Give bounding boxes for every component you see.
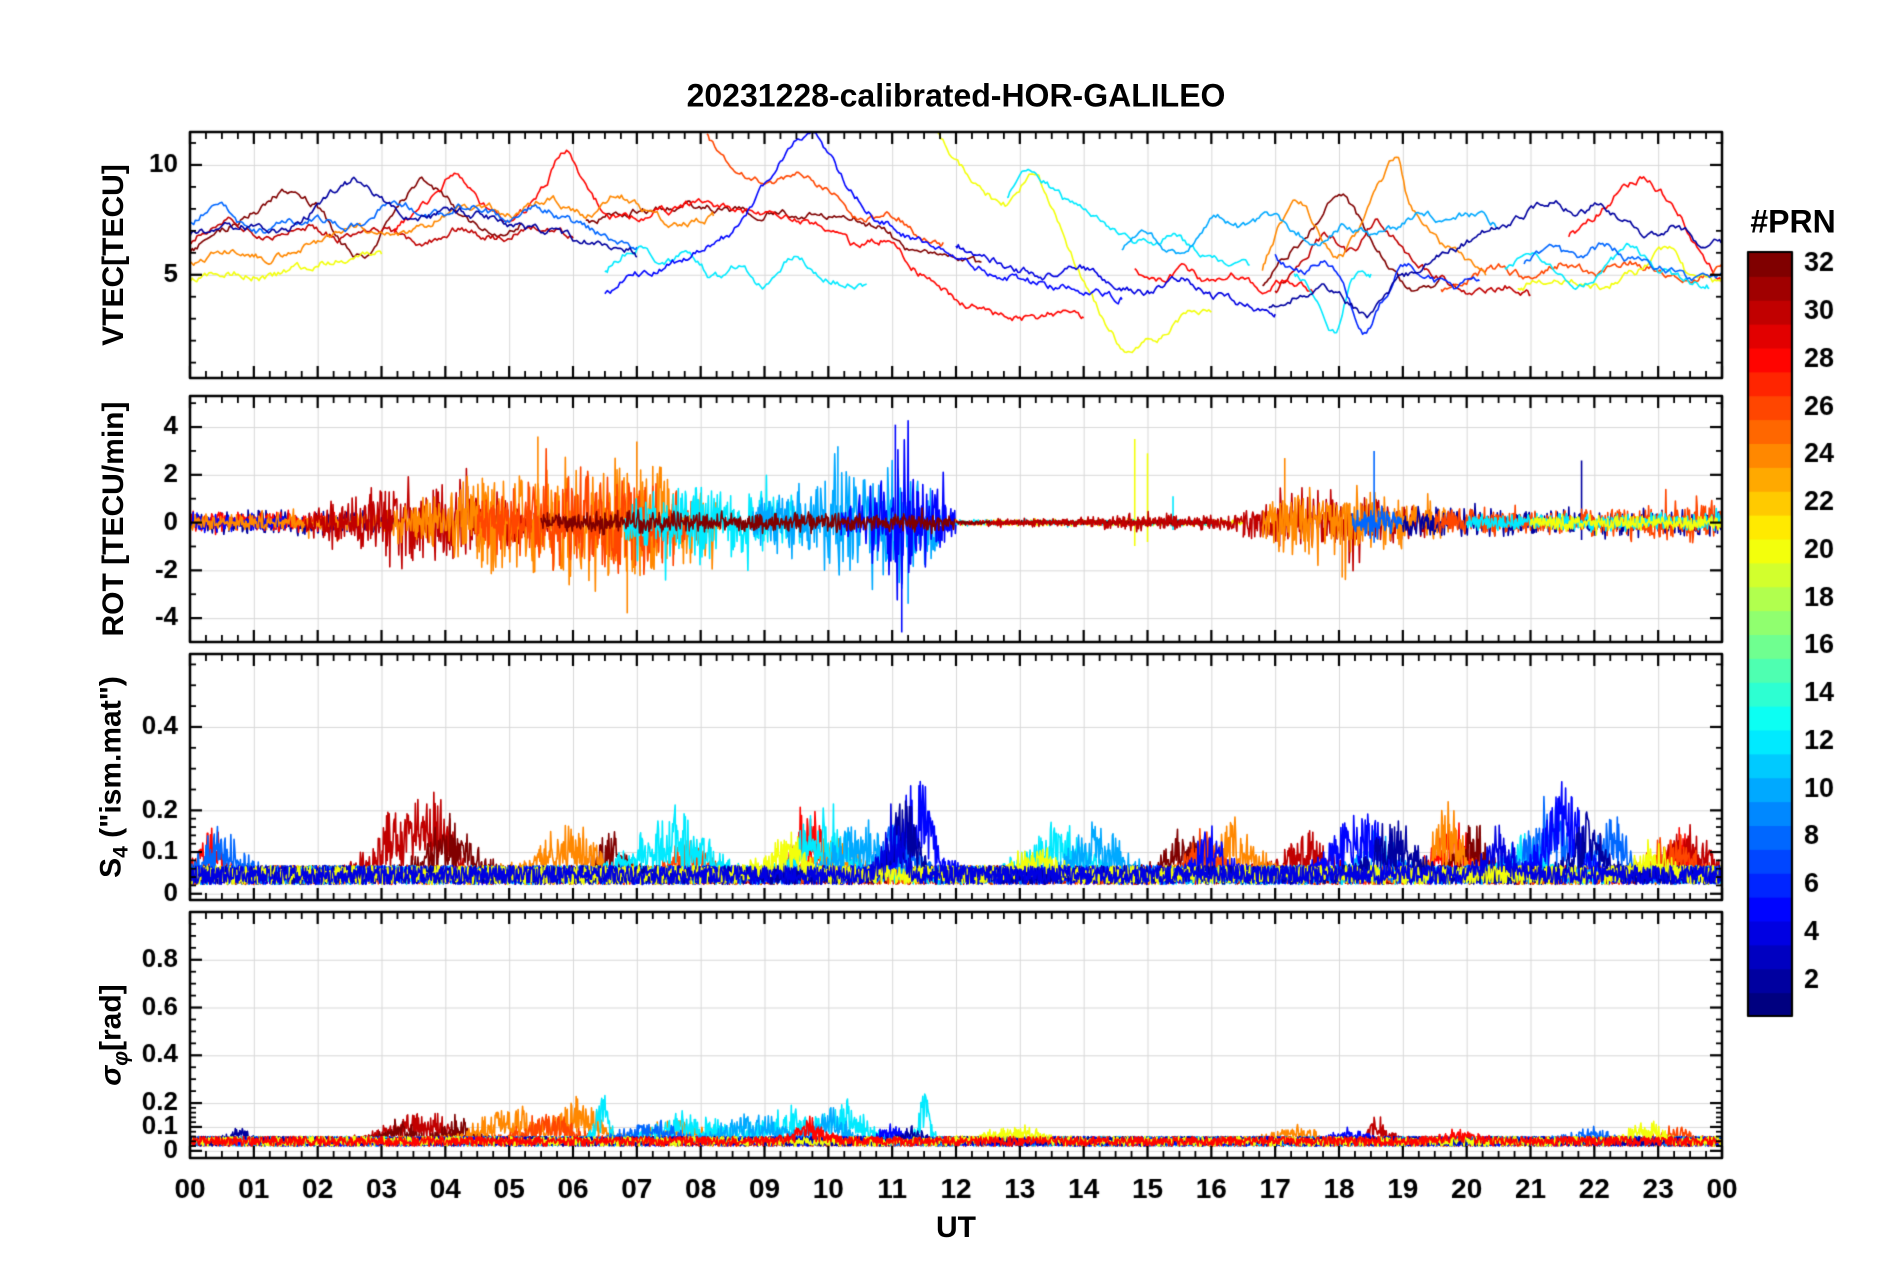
ylabel-s4-rest: ("ism.mat") [94, 676, 128, 847]
ylabel-sigma-rest: [rad] [94, 984, 128, 1051]
ylabel-s4: S4 ("ism.mat") [95, 676, 134, 878]
colorbar-title: #PRN [1750, 203, 1836, 240]
chart-title: 20231228-calibrated-HOR-GALILEO [686, 77, 1226, 114]
ylabel-s4-main: S [94, 857, 128, 878]
ylabel-sigma-sub: φ [109, 1050, 133, 1066]
ylabel-sigma-main: σ [94, 1065, 128, 1086]
ylabel-sigma: σφ[rad] [95, 984, 134, 1085]
xaxis-label: UT [936, 1211, 976, 1244]
ylabel-rot: ROT [TECU/min] [97, 401, 130, 637]
ylabel-s4-sub: 4 [109, 846, 133, 858]
ylabel-vtec: VTEC[TECU] [97, 164, 130, 346]
